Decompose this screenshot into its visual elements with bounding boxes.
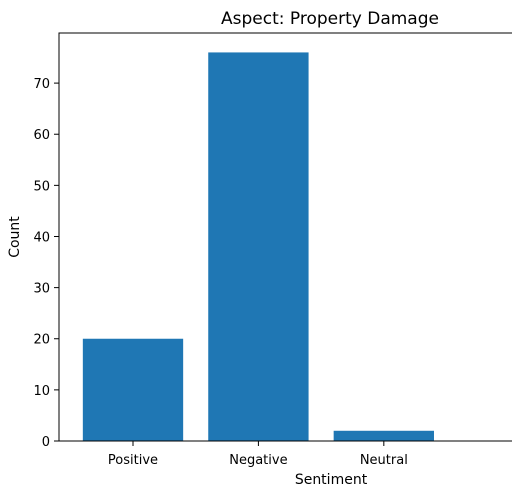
bar-negative (208, 52, 309, 442)
plot-frame (58, 32, 512, 442)
x-tick-label: Positive (108, 453, 158, 468)
chart-title: Aspect: Property Damage (221, 9, 439, 29)
y-axis-label: Count (7, 216, 23, 258)
y-tick-label: 30 (33, 282, 50, 297)
x-axis-ticks: Positive Negative Neutral (108, 441, 408, 468)
bars-layer (82, 52, 434, 442)
x-tick-label: Negative (229, 453, 287, 468)
y-tick-label: 70 (33, 77, 50, 92)
y-axis-ticks: 0 10 20 30 40 50 60 70 (33, 77, 59, 450)
y-tick-label: 20 (33, 333, 50, 348)
bar-positive (82, 338, 184, 441)
y-tick-label: 10 (33, 384, 50, 399)
y-tick-label: 50 (33, 179, 50, 194)
x-tick-label: Neutral (360, 453, 408, 468)
y-tick-label: 40 (33, 230, 50, 245)
y-tick-label: 60 (33, 128, 50, 143)
y-tick-label: 0 (42, 435, 50, 450)
bar-neutral (333, 430, 434, 441)
x-axis-label: Sentiment (295, 472, 368, 488)
